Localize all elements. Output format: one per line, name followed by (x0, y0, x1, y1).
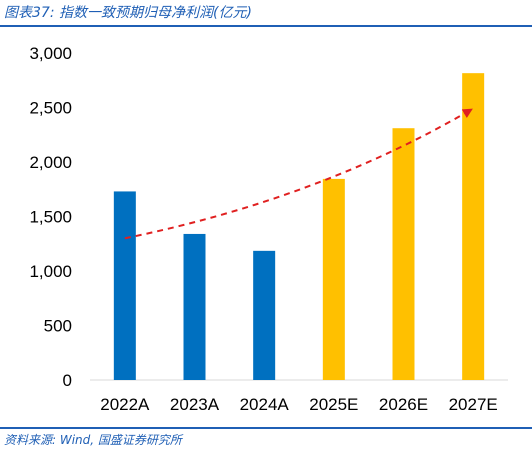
bar-2026E (392, 128, 415, 380)
y-tick-label: 500 (44, 317, 72, 336)
y-tick-label: 2,000 (29, 153, 72, 172)
footer-rule (0, 427, 532, 429)
y-tick-label: 0 (63, 371, 72, 390)
x-tick-label: 2024A (240, 395, 290, 414)
y-tick-label: 1,500 (29, 208, 72, 227)
y-tick-label: 2,500 (29, 99, 72, 118)
x-tick-label: 2027E (449, 395, 498, 414)
bar-2027E (462, 73, 485, 380)
y-tick-label: 3,000 (29, 44, 72, 63)
y-tick-label: 1,000 (29, 262, 72, 281)
x-tick-label: 2023A (170, 395, 220, 414)
bar-2023A (183, 233, 206, 380)
x-tick-label: 2025E (309, 395, 358, 414)
trend-arrow (124, 108, 473, 240)
x-tick-label: 2022A (100, 395, 150, 414)
figure-title: 图表37: 指数一致预期归母净利润(亿元) (4, 5, 252, 21)
title-rule (0, 25, 532, 27)
bar-2025E (322, 178, 345, 380)
bar-2022A (113, 191, 136, 380)
source-note: 资料来源: Wind, 国盛证券研究所 (4, 433, 182, 447)
x-tick-label: 2026E (379, 395, 428, 414)
bar-2024A (253, 250, 276, 380)
